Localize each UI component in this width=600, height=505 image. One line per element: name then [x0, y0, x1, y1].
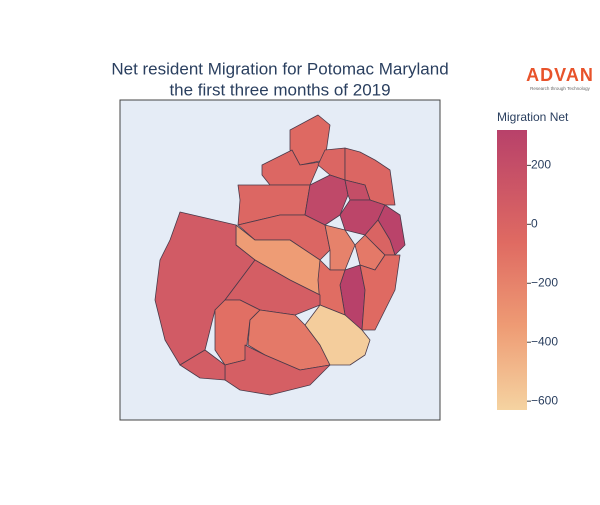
colorbar-tick-label: −600	[531, 393, 558, 407]
region	[261, 149, 321, 186]
region	[304, 304, 371, 366]
region	[359, 254, 401, 331]
logo-subtext: Research through Technology	[530, 86, 590, 91]
colorbar-tick-label: 200	[531, 158, 551, 172]
colorbar-tick-label: 0	[531, 216, 538, 230]
logo: ADVAN	[526, 65, 594, 85]
colorbar-tick-label: −400	[531, 334, 558, 348]
chart-title: Net resident Migration for Potomac Maryl…	[111, 59, 448, 78]
regions	[154, 114, 406, 396]
region	[224, 344, 331, 396]
region	[154, 211, 256, 366]
chart-subtitle: the first three months of 2019	[169, 80, 390, 99]
colorbar-title: Migration Net	[497, 110, 569, 124]
region	[317, 259, 346, 316]
region	[179, 349, 226, 381]
colorbar	[497, 130, 527, 410]
colorbar-tick-label: −200	[531, 275, 558, 289]
